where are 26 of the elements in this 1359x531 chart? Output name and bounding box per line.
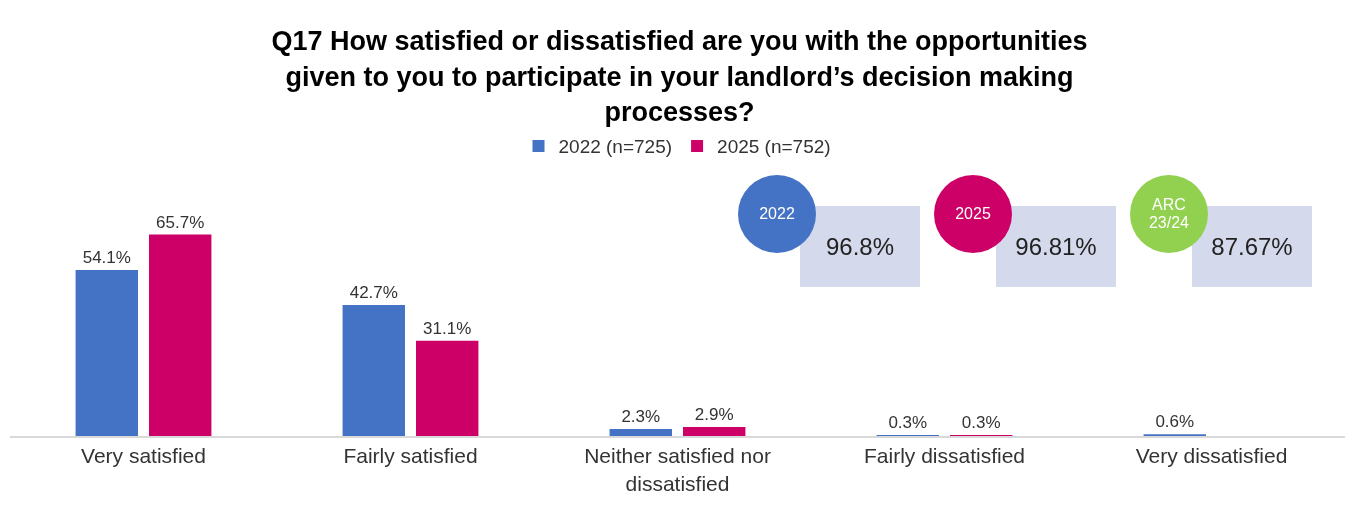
x-tick-label: Very satisfied [81,444,206,468]
bar [416,340,479,436]
bar [609,428,672,436]
bar [75,270,138,436]
data-label: 42.7% [349,283,398,303]
score-card: 96.8% [800,206,920,287]
data-label: 0.3% [888,413,928,433]
bar [683,427,746,436]
x-tick-label: Neither satisfied nor dissatisfied [584,444,771,495]
bar [149,234,212,436]
data-label: 31.1% [423,318,472,338]
chart-title: Q17 How satisfied or dissatisfied are you with the opportunities given to you to participate in your landlord’s decision making processes? [271,26,1088,127]
data-label: 0.6% [1155,412,1195,432]
data-label: 65.7% [156,212,205,232]
x-tick-label: Fairly satisfied [343,444,478,468]
x-tick-label: Fairly dissatisfied [863,444,1026,468]
legend-label: 2025 (n=752) [717,136,831,158]
data-label: 2.9% [694,405,734,425]
bar [342,305,405,436]
data-label: 2.3% [621,406,661,426]
data-label: 54.1% [82,248,131,268]
data-label: 0.3% [961,413,1001,433]
score-card: 96.81% [996,206,1116,287]
x-tick-label: Very dissatisfied [1135,444,1288,468]
score-card: 87.67% [1192,206,1312,287]
legend-label: 2022 (n=725) [558,136,673,158]
